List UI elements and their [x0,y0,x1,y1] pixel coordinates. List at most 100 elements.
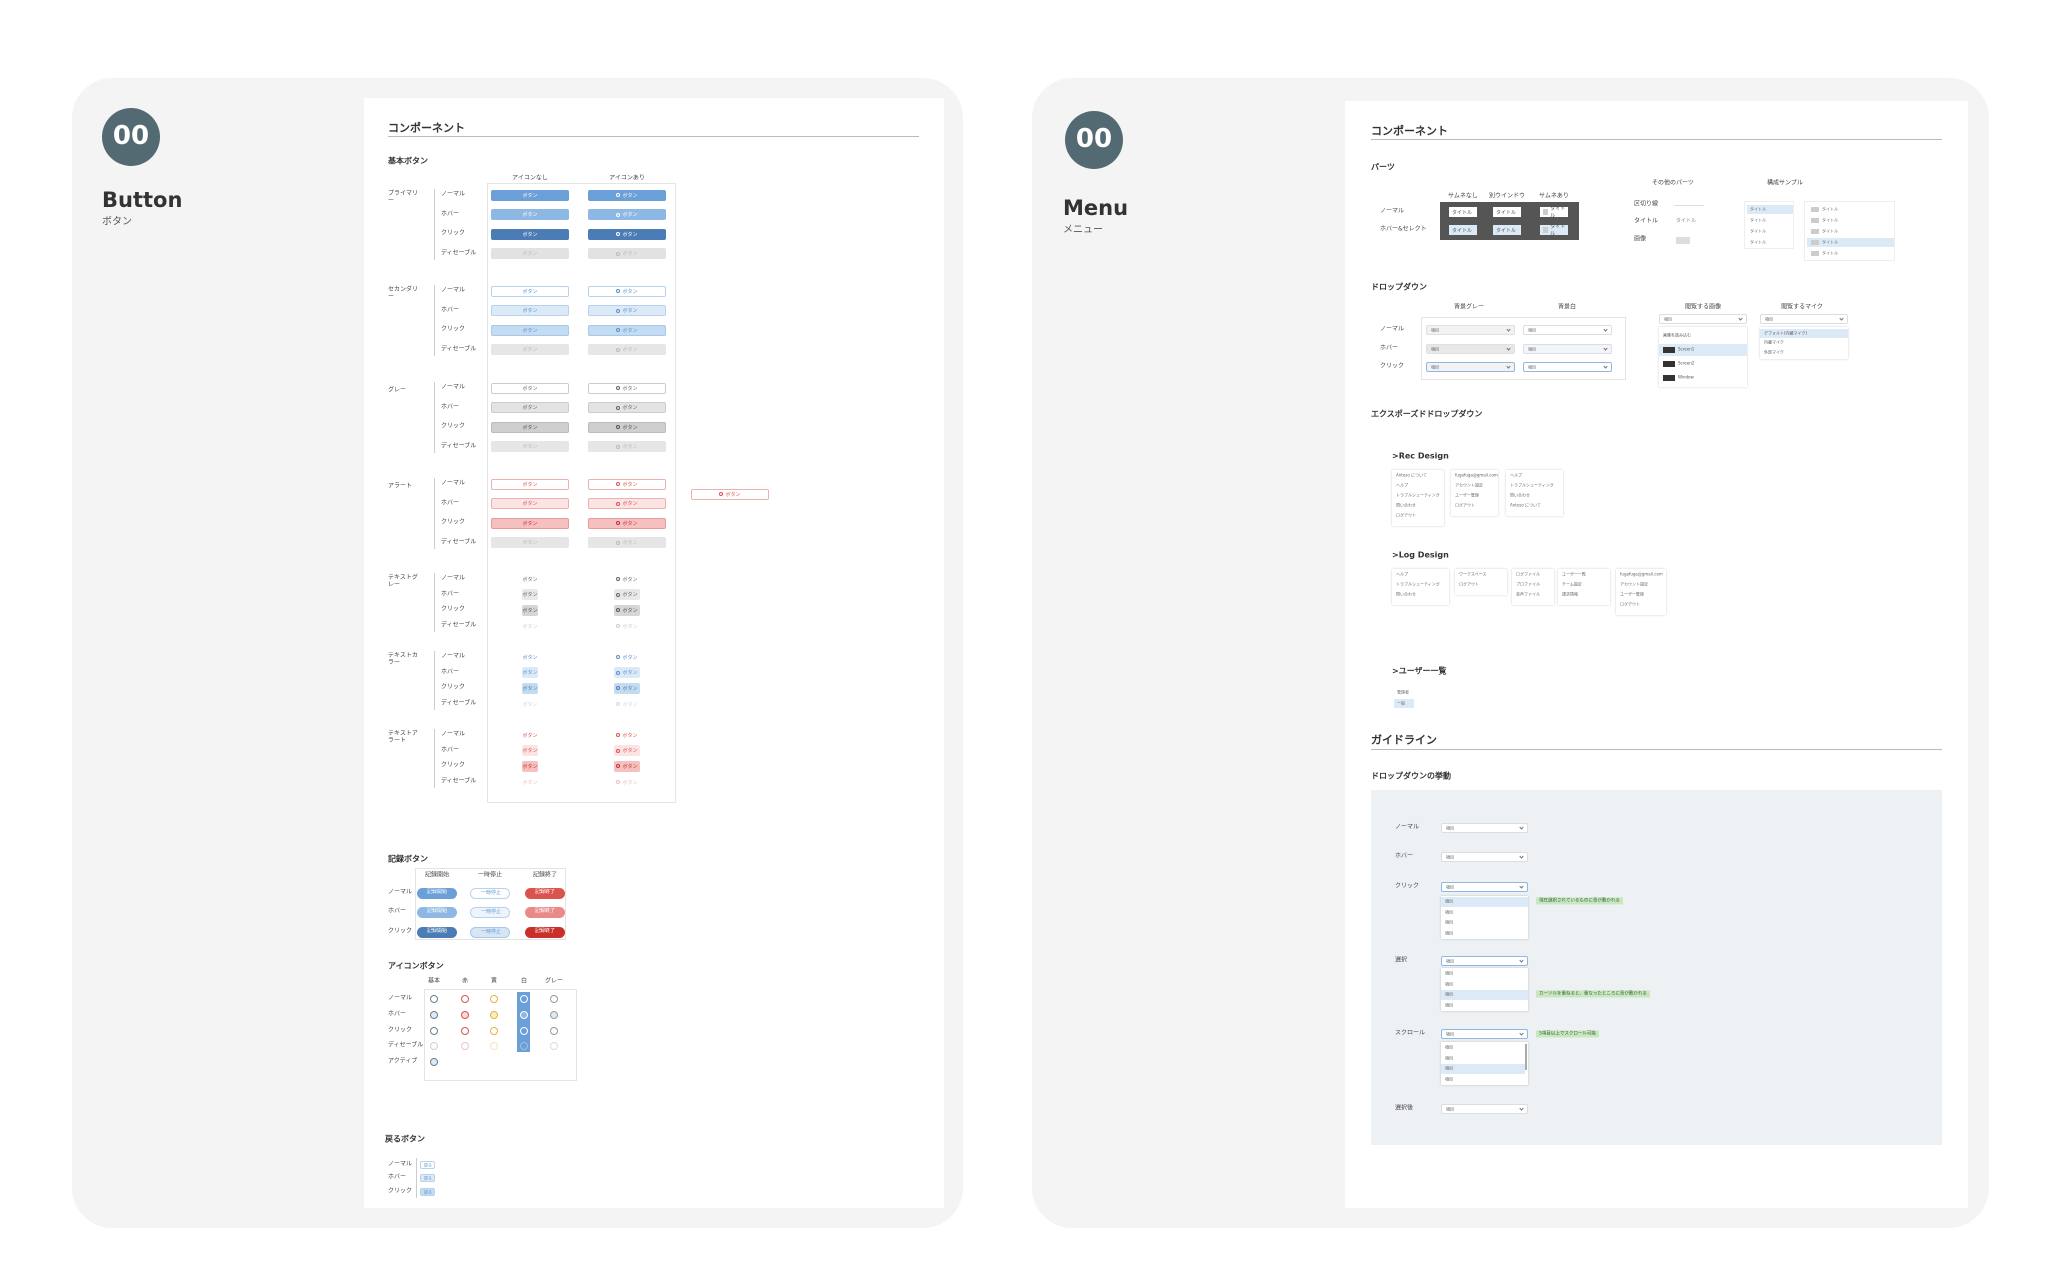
button[interactable]: ボタン [588,478,666,490]
button[interactable]: ボタン [491,324,569,336]
button[interactable]: ボタン [614,760,640,772]
button[interactable]: ボタン [588,189,666,201]
icon-button[interactable] [461,995,469,1003]
dropdown[interactable]: 項目 [1426,362,1515,372]
button[interactable]: ボタン [491,537,569,548]
record-button[interactable]: 記録開始 [417,906,457,918]
button[interactable]: ボタン [491,382,569,394]
icon-button[interactable] [550,1042,558,1050]
button[interactable]: ボタン [588,537,666,548]
button[interactable]: ボタン [614,667,640,679]
button[interactable]: ボタン [588,285,666,297]
record-button[interactable]: 記録終了 [525,926,565,938]
button[interactable]: ボタン [522,699,538,710]
button[interactable]: ボタン [491,421,569,433]
dropdown[interactable]: 項目 [1760,314,1848,324]
icon-button[interactable] [430,995,438,1003]
button[interactable]: ボタン [588,441,666,452]
button[interactable]: ボタン [491,248,569,259]
icon-button[interactable] [490,1011,498,1019]
button[interactable]: ボタン [522,621,538,632]
button[interactable]: ボタン [588,248,666,259]
button[interactable]: ボタン [588,402,666,413]
record-button[interactable]: 記録終了 [525,906,565,918]
button[interactable]: ボタン [491,344,569,355]
icon-button[interactable] [520,995,528,1003]
button[interactable]: ボタン [588,324,666,336]
button[interactable]: ボタン [588,305,666,316]
button[interactable]: ボタン [491,441,569,452]
button[interactable]: ボタン [588,498,666,509]
dropdown[interactable]: 項目 [1441,1029,1528,1039]
button[interactable]: ボタン [614,682,640,694]
button[interactable]: ボタン [522,760,538,772]
icon-button[interactable] [430,1011,438,1019]
record-button[interactable]: 記録開始 [417,887,457,899]
dropdown[interactable]: 項目 [1426,344,1515,354]
icon-button[interactable] [461,1042,469,1050]
button[interactable]: ボタン [614,730,640,741]
button[interactable]: ボタン [614,699,640,710]
button[interactable]: ボタン [588,228,666,240]
dropdown[interactable]: 項目 [1441,956,1528,966]
dropdown[interactable]: 項目 [1441,882,1528,892]
back-button[interactable]: 戻る [420,1161,435,1169]
button[interactable]: ボタン [614,652,640,663]
back-button[interactable]: 戻る [420,1174,435,1182]
button[interactable]: ボタン [614,604,640,616]
icon-button[interactable] [550,995,558,1003]
button[interactable]: ボタン [588,344,666,355]
icon-button[interactable] [490,1027,498,1035]
button[interactable]: ボタン [491,478,569,490]
icon-button[interactable] [430,1027,438,1035]
button[interactable]: ボタン [491,228,569,240]
button[interactable]: ボタン [588,209,666,220]
dropdown[interactable]: 項目 [1523,325,1612,335]
button[interactable]: ボタン [614,777,640,788]
back-button[interactable]: 戻る [420,1188,435,1196]
icon-button[interactable] [550,1011,558,1019]
button[interactable]: ボタン [522,604,538,616]
button[interactable]: ボタン [522,652,538,663]
icon-button[interactable] [550,1027,558,1035]
icon-button[interactable] [490,1042,498,1050]
dropdown[interactable]: 項目 [1441,1104,1528,1114]
button[interactable]: ボタン [522,745,538,757]
icon-button[interactable] [430,1058,438,1066]
record-button[interactable]: 一時停止 [470,926,510,938]
button[interactable]: ボタン [522,777,538,788]
icon-button[interactable] [461,1011,469,1019]
button[interactable]: ボタン [522,730,538,741]
button[interactable]: ボタン [614,589,640,601]
button[interactable]: ボタン [491,209,569,220]
button[interactable]: ボタン [491,285,569,297]
button[interactable]: ボタン [614,745,640,757]
button[interactable]: ボタン [588,517,666,529]
dropdown[interactable]: 項目 [1441,852,1528,862]
button[interactable]: ボタン [691,488,769,500]
dropdown[interactable]: 項目 [1441,823,1528,833]
record-button[interactable]: 一時停止 [470,906,510,918]
dropdown[interactable]: 項目 [1523,344,1612,354]
button[interactable]: ボタン [522,574,538,585]
button[interactable]: ボタン [588,421,666,433]
icon-button[interactable] [461,1027,469,1035]
icon-button[interactable] [520,1042,528,1050]
icon-button[interactable] [490,995,498,1003]
record-button[interactable]: 一時停止 [470,887,510,899]
button[interactable]: ボタン [522,667,538,679]
button[interactable]: ボタン [491,498,569,509]
icon-button[interactable] [520,1027,528,1035]
dropdown[interactable]: 項目 [1426,325,1515,335]
dropdown[interactable]: 項目 [1523,362,1612,372]
icon-button[interactable] [430,1042,438,1050]
button[interactable]: ボタン [522,682,538,694]
button[interactable]: ボタン [491,305,569,316]
button[interactable]: ボタン [614,574,640,585]
button[interactable]: ボタン [522,589,538,601]
record-button[interactable]: 記録終了 [525,887,565,899]
record-button[interactable]: 記録開始 [417,926,457,938]
button[interactable]: ボタン [491,517,569,529]
dropdown[interactable]: 項目 [1659,314,1747,324]
button[interactable]: ボタン [614,621,640,632]
